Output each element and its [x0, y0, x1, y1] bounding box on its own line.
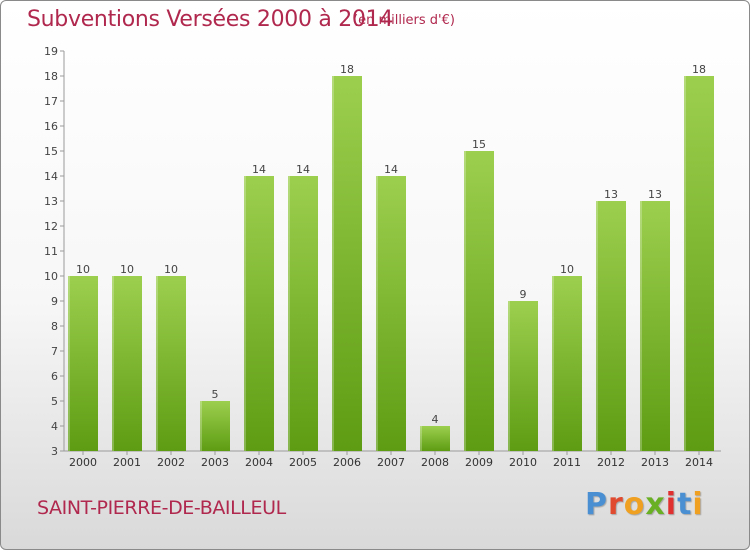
bar-value-label: 9 — [520, 288, 527, 301]
logo-letter: o — [623, 487, 646, 522]
x-tick-label: 2013 — [641, 456, 669, 469]
y-tick-label: 14 — [44, 170, 58, 183]
y-tick-label: 17 — [44, 95, 58, 108]
bar — [420, 426, 450, 451]
x-tick-label: 2007 — [377, 456, 405, 469]
x-tick-label: 2002 — [157, 456, 185, 469]
bar-value-label: 13 — [648, 188, 662, 201]
logo-letter: i — [665, 487, 678, 522]
bar-value-label: 10 — [560, 263, 574, 276]
x-tick-label: 2001 — [113, 456, 141, 469]
bar-highlight — [244, 176, 246, 451]
bar-value-label: 5 — [212, 388, 219, 401]
x-tick-label: 2009 — [465, 456, 493, 469]
bar-highlight — [156, 276, 158, 451]
bar-highlight — [68, 276, 70, 451]
x-tick-label: 2011 — [553, 456, 581, 469]
logo-letter: x — [645, 487, 666, 522]
y-tick-label: 13 — [44, 195, 58, 208]
proxiti-logo[interactable]: Proxiti — [585, 487, 704, 522]
bar — [640, 201, 670, 451]
bar-highlight — [508, 301, 510, 451]
bar — [156, 276, 186, 451]
y-tick-label: 15 — [44, 145, 58, 158]
y-tick-label: 5 — [51, 395, 58, 408]
bar-highlight — [332, 76, 334, 451]
y-tick-label: 16 — [44, 120, 58, 133]
y-tick-label: 18 — [44, 70, 58, 83]
bar-highlight — [200, 401, 202, 451]
y-tick-label: 11 — [44, 245, 58, 258]
x-tick-label: 2003 — [201, 456, 229, 469]
bar — [552, 276, 582, 451]
y-tick-label: 9 — [51, 295, 58, 308]
bar — [508, 301, 538, 451]
x-tick-label: 2000 — [69, 456, 97, 469]
bar-value-label: 10 — [164, 263, 178, 276]
bar — [200, 401, 230, 451]
bar-highlight — [376, 176, 378, 451]
bar-highlight — [288, 176, 290, 451]
x-tick-label: 2012 — [597, 456, 625, 469]
bar — [112, 276, 142, 451]
y-tick-label: 4 — [51, 420, 58, 433]
y-tick-label: 19 — [44, 45, 58, 58]
bar — [376, 176, 406, 451]
bar — [68, 276, 98, 451]
chart-labels: 10 2000 10 2001 10 2002 5 2003 14 2004 14 2005 18 200… — [69, 63, 713, 469]
bar — [288, 176, 318, 451]
bar — [596, 201, 626, 451]
x-tick-label: 2006 — [333, 456, 361, 469]
y-tick-label: 10 — [44, 270, 58, 283]
y-tick-label: 8 — [51, 320, 58, 333]
y-tick-label: 3 — [51, 445, 58, 458]
bar-highlight — [640, 201, 642, 451]
x-tick-label: 2010 — [509, 456, 537, 469]
bar-highlight — [684, 76, 686, 451]
y-tick-label: 12 — [44, 220, 58, 233]
bar-value-label: 18 — [692, 63, 706, 76]
bar-value-label: 14 — [296, 163, 310, 176]
y-tick-label: 6 — [51, 370, 58, 383]
bar-value-label: 18 — [340, 63, 354, 76]
bar-value-label: 14 — [252, 163, 266, 176]
x-tick-label: 2008 — [421, 456, 449, 469]
bar — [332, 76, 362, 451]
bar — [684, 76, 714, 451]
bar-highlight — [420, 426, 422, 451]
logo-letter: t — [677, 487, 693, 522]
bar-value-label: 10 — [76, 263, 90, 276]
bar-value-label: 4 — [432, 413, 439, 426]
commune-name: SAINT-PIERRE-DE-BAILLEUL — [37, 497, 286, 519]
bar-highlight — [112, 276, 114, 451]
logo-letter: i — [692, 487, 704, 522]
chart-subtitle: (en milliers d'€) — [353, 13, 455, 28]
x-tick-label: 2014 — [685, 456, 713, 469]
bar-value-label: 15 — [472, 138, 486, 151]
y-tick-label: 7 — [51, 345, 58, 358]
bar-highlight — [552, 276, 554, 451]
bar-value-label: 14 — [384, 163, 398, 176]
bar-highlight — [596, 201, 598, 451]
bar — [464, 151, 494, 451]
bar-value-label: 13 — [604, 188, 618, 201]
chart-bars — [68, 76, 714, 451]
logo-letter: P — [585, 487, 608, 522]
bar-value-label: 10 — [120, 263, 134, 276]
x-tick-label: 2005 — [289, 456, 317, 469]
bar-highlight — [464, 151, 466, 451]
bar — [244, 176, 274, 451]
logo-letter: r — [608, 487, 624, 522]
chart-title: Subventions Versées 2000 à 2014 — [27, 7, 394, 32]
x-tick-label: 2004 — [245, 456, 273, 469]
